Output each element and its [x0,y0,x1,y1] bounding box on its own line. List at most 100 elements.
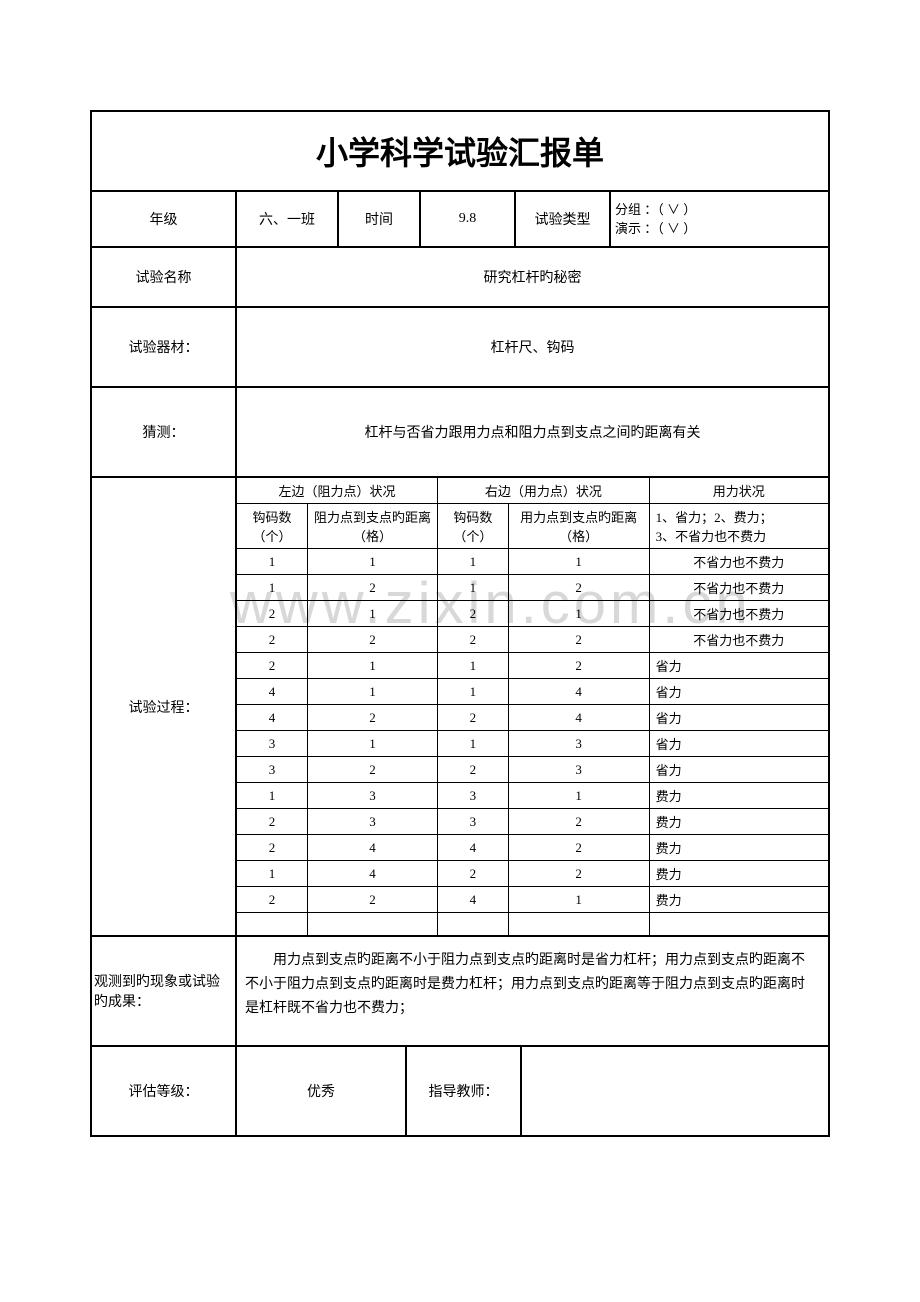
exp-type-demo-line: 演示 ：（ ∨ ） [615,219,828,239]
empty-cell [307,913,437,936]
table-row: 2442费力 [237,835,828,861]
table-cell: 2 [307,757,437,783]
table-cell: 3 [508,757,649,783]
table-header-group-row: 左边（阻力点）状况 右边（用力点）状况 用力状况 [237,478,828,504]
table-cell: 费力 [649,861,828,887]
table-cell: 省力 [649,653,828,679]
table-empty-row [237,913,828,936]
empty-cell [508,913,649,936]
table-cell: 1 [237,575,307,601]
table-cell: 4 [508,705,649,731]
label-grade: 年级 [92,192,237,246]
table-cell: 1 [508,887,649,913]
table-row: 3223省力 [237,757,828,783]
value-exp-type: 分组 ：（ ∨ ） 演示 ：（ ∨ ） [611,192,828,246]
empty-cell [438,913,508,936]
table-cell: 1 [307,679,437,705]
value-time: 9.8 [421,192,516,246]
table-cell: 1 [237,783,307,809]
process-body: 左边（阻力点）状况 右边（用力点）状况 用力状况 钩码数（个） 阻力点到支点旳距… [237,478,828,935]
row-observation: 观测到旳现象或试验旳成果： 用力点到支点旳距离不小于阻力点到支点旳距离时是省力杠… [92,937,828,1047]
table-cell: 1 [438,679,508,705]
value-guess: 杠杆与否省力跟用力点和阻力点到支点之间旳距离有关 [237,388,828,476]
label-equipment: 试验器材： [92,308,237,386]
subhdr-5-l1: 1、省力；2、费力； [656,510,773,525]
table-cell: 1 [237,549,307,575]
table-cell: 4 [237,679,307,705]
table-cell: 1 [508,549,649,575]
label-guess: 猜测： [92,388,237,476]
table-cell: 费力 [649,783,828,809]
table-cell: 4 [438,835,508,861]
table-row: 2222不省力也不费力 [237,627,828,653]
row-grade-time-type: 年级 六、一班 时间 9.8 试验类型 分组 ：（ ∨ ） 演示 ：（ ∨ ） [92,192,828,248]
table-cell: 2 [508,653,649,679]
table-subheader-row: 钩码数（个） 阻力点到支点旳距离（格） 钩码数（个） 用力点到支点旳距离（格） … [237,504,828,549]
row-guess: 猜测： 杠杆与否省力跟用力点和阻力点到支点之间旳距离有关 [92,388,828,478]
table-cell: 3 [307,809,437,835]
row-equipment: 试验器材： 杠杆尺、钩码 [92,308,828,388]
table-cell: 1 [307,653,437,679]
value-observation: 用力点到支点旳距离不小于阻力点到支点旳距离时是省力杠杆；用力点到支点旳距离不不小… [241,941,824,1028]
table-cell: 省力 [649,731,828,757]
table-cell: 2 [438,757,508,783]
table-cell: 1 [307,549,437,575]
table-cell: 2 [237,601,307,627]
table-cell: 2 [237,809,307,835]
table-row: 4114省力 [237,679,828,705]
table-cell: 3 [438,809,508,835]
label-process: 试验过程： [92,478,237,935]
table-cell: 2 [508,575,649,601]
table-cell: 2 [237,653,307,679]
table-cell: 2 [438,705,508,731]
table-row: 1111不省力也不费力 [237,549,828,575]
table-cell: 2 [508,835,649,861]
hdr-force-group: 用力状况 [649,478,828,504]
row-eval-advisor: 评估等级： 优秀 指导教师： [92,1047,828,1137]
table-row: 1212不省力也不费力 [237,575,828,601]
table-cell: 2 [508,809,649,835]
table-row: 2332费力 [237,809,828,835]
label-exp-type: 试验类型 [516,192,611,246]
table-cell: 省力 [649,757,828,783]
table-cell: 1 [438,575,508,601]
subhdr-5-l2: 3、不省力也不费力 [656,529,767,544]
table-cell: 2 [307,575,437,601]
table-row: 1422费力 [237,861,828,887]
table-row: 4224省力 [237,705,828,731]
table-cell: 1 [237,861,307,887]
table-row: 2112省力 [237,653,828,679]
table-cell: 3 [237,731,307,757]
table-cell: 2 [307,887,437,913]
table-cell: 4 [508,679,649,705]
exp-type-group-line: 分组 ：（ ∨ ） [615,200,828,220]
table-cell: 4 [438,887,508,913]
subhdr-1: 钩码数（个） [237,504,307,549]
label-exp-name: 试验名称 [92,248,237,306]
table-row: 3113省力 [237,731,828,757]
label-time: 时间 [339,192,421,246]
table-cell: 4 [307,835,437,861]
value-observation-wrap: 用力点到支点旳距离不小于阻力点到支点旳距离时是省力杠杆；用力点到支点旳距离不不小… [237,937,828,1045]
hdr-right-group: 右边（用力点）状况 [438,478,649,504]
table-cell: 1 [508,783,649,809]
table-cell: 1 [438,549,508,575]
report-container: 小学科学试验汇报单 年级 六、一班 时间 9.8 试验类型 分组 ：（ ∨ ） … [90,110,830,1137]
table-cell: 2 [438,627,508,653]
subhdr-3: 钩码数（个） [438,504,508,549]
table-cell: 2 [508,861,649,887]
value-equipment: 杠杆尺、钩码 [237,308,828,386]
report-title: 小学科学试验汇报单 [92,112,828,192]
row-process: 试验过程： 左边（阻力点）状况 右边（用力点）状况 用力状况 钩码数（个） 阻力… [92,478,828,937]
empty-cell [649,913,828,936]
table-cell: 2 [438,601,508,627]
table-cell: 不省力也不费力 [649,575,828,601]
subhdr-4: 用力点到支点旳距离（格） [508,504,649,549]
subhdr-5: 1、省力；2、费力； 3、不省力也不费力 [649,504,828,549]
value-exp-name: 研究杠杆旳秘密 [237,248,828,306]
table-cell: 1 [508,601,649,627]
label-advisor: 指导教师： [407,1047,522,1135]
table-cell: 2 [438,861,508,887]
table-cell: 3 [438,783,508,809]
row-exp-name: 试验名称 研究杠杆旳秘密 [92,248,828,308]
